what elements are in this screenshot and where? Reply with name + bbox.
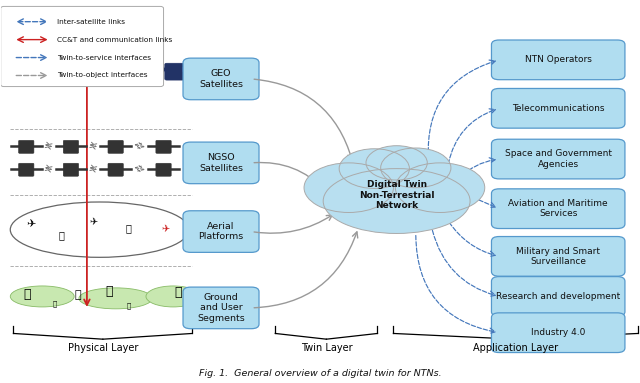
FancyBboxPatch shape [110, 67, 115, 72]
FancyBboxPatch shape [55, 67, 60, 72]
Text: 🚗: 🚗 [126, 303, 131, 309]
FancyBboxPatch shape [34, 67, 39, 72]
Text: Inter-satellite links: Inter-satellite links [57, 19, 125, 25]
Text: 🚗: 🚗 [53, 301, 57, 308]
FancyBboxPatch shape [63, 163, 79, 176]
Text: CC&T and communication links: CC&T and communication links [57, 37, 172, 43]
FancyBboxPatch shape [59, 67, 64, 72]
Ellipse shape [304, 163, 394, 213]
FancyBboxPatch shape [86, 67, 91, 72]
Text: Ground
and User
Segments: Ground and User Segments [197, 293, 245, 323]
FancyBboxPatch shape [183, 142, 259, 184]
FancyBboxPatch shape [65, 63, 84, 80]
Text: ✈: ✈ [89, 217, 97, 227]
FancyBboxPatch shape [108, 163, 124, 176]
Text: NTN Operators: NTN Operators [525, 56, 591, 64]
FancyBboxPatch shape [116, 63, 135, 80]
Text: 📡: 📡 [106, 285, 113, 298]
Text: Application Layer: Application Layer [473, 343, 558, 353]
FancyBboxPatch shape [492, 237, 625, 276]
Text: Military and Smart
Surveillance: Military and Smart Surveillance [516, 247, 600, 266]
Text: Fig. 1.  General overview of a digital twin for NTNs.: Fig. 1. General overview of a digital tw… [198, 370, 442, 378]
Text: ✈: ✈ [27, 219, 36, 229]
Ellipse shape [381, 148, 451, 188]
FancyBboxPatch shape [17, 63, 36, 80]
FancyBboxPatch shape [492, 189, 625, 229]
Text: 📡: 📡 [24, 288, 31, 301]
FancyBboxPatch shape [63, 140, 79, 153]
Text: Digital Twin
Non-Terrestrial
Network: Digital Twin Non-Terrestrial Network [359, 180, 435, 210]
FancyBboxPatch shape [183, 287, 259, 329]
FancyBboxPatch shape [137, 67, 142, 72]
Text: Twin Layer: Twin Layer [301, 343, 352, 353]
FancyBboxPatch shape [38, 67, 43, 72]
FancyBboxPatch shape [492, 139, 625, 179]
FancyBboxPatch shape [82, 67, 87, 72]
FancyBboxPatch shape [106, 67, 111, 72]
Text: Aviation and Maritime
Services: Aviation and Maritime Services [508, 199, 608, 218]
Ellipse shape [366, 146, 428, 180]
Text: Physical Layer: Physical Layer [68, 343, 138, 353]
Text: 🚁: 🚁 [58, 231, 64, 241]
Text: Twin-to-object interfaces: Twin-to-object interfaces [57, 72, 147, 79]
Text: NGSO
Satellites: NGSO Satellites [199, 153, 243, 173]
Text: Industry 4.0: Industry 4.0 [531, 328, 586, 337]
Text: 📶: 📶 [74, 290, 81, 300]
FancyBboxPatch shape [183, 58, 259, 100]
FancyBboxPatch shape [156, 140, 172, 153]
FancyBboxPatch shape [165, 63, 184, 80]
Ellipse shape [10, 286, 74, 307]
FancyBboxPatch shape [492, 40, 625, 80]
FancyBboxPatch shape [492, 88, 625, 128]
FancyBboxPatch shape [19, 140, 34, 153]
Ellipse shape [339, 149, 410, 188]
Text: Space and Government
Agencies: Space and Government Agencies [505, 149, 612, 169]
FancyBboxPatch shape [11, 67, 16, 72]
Ellipse shape [396, 163, 484, 213]
Ellipse shape [323, 169, 470, 234]
Ellipse shape [146, 286, 200, 307]
FancyBboxPatch shape [183, 211, 259, 252]
FancyBboxPatch shape [182, 67, 187, 72]
FancyBboxPatch shape [1, 7, 164, 87]
FancyBboxPatch shape [19, 163, 34, 176]
Text: Research and development: Research and development [496, 292, 620, 301]
FancyBboxPatch shape [156, 163, 172, 176]
FancyBboxPatch shape [492, 277, 625, 316]
FancyBboxPatch shape [492, 313, 625, 352]
Text: Telecommunications: Telecommunications [512, 104, 604, 113]
Text: 📡: 📡 [175, 286, 182, 299]
FancyBboxPatch shape [186, 67, 191, 72]
Text: ✈: ✈ [161, 225, 170, 235]
FancyBboxPatch shape [156, 67, 161, 72]
Text: 🚁: 🚁 [125, 223, 131, 233]
FancyBboxPatch shape [159, 67, 164, 72]
Text: GEO
Satellites: GEO Satellites [199, 69, 243, 88]
Text: Twin-to-service interfaces: Twin-to-service interfaces [57, 54, 151, 61]
FancyBboxPatch shape [133, 67, 138, 72]
FancyBboxPatch shape [7, 67, 12, 72]
FancyBboxPatch shape [108, 140, 124, 153]
Ellipse shape [79, 288, 152, 309]
Text: Aerial
Platforms: Aerial Platforms [198, 222, 244, 241]
